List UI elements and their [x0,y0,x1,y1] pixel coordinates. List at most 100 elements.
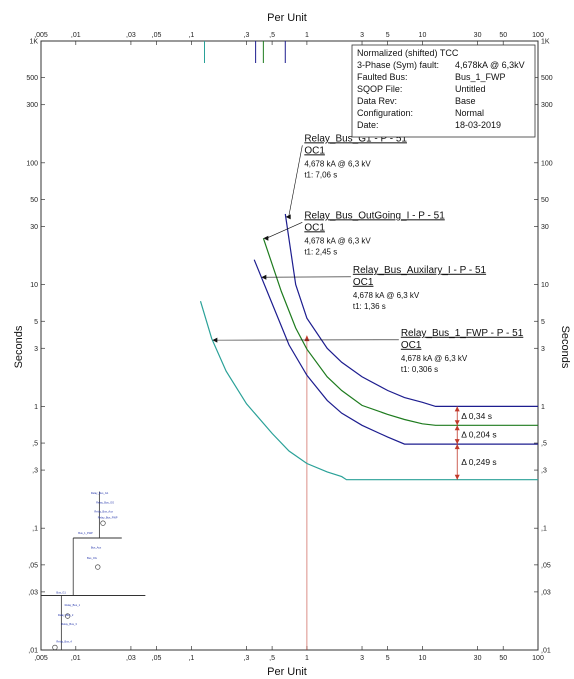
annotation-arrowhead [212,337,218,343]
x-tick-label: 100 [532,655,544,662]
x-tick-label: ,5 [269,32,275,39]
x-tick-label: 10 [419,655,427,662]
plot-frame [40,40,539,651]
info-label-file: SQOP File: [357,84,402,94]
cluster-label: Bus_1_FWP [78,531,93,535]
info-value-config: Normal [455,108,484,118]
relay-t1-label: t1: 0,306 s [401,365,438,374]
y-tick-label: 5 [34,319,38,326]
y-tick-label: ,05 [541,562,551,569]
y-tick-label: ,1 [541,526,547,533]
x-tick-label: ,1 [188,655,194,662]
relay-sub-label: OC1 [304,222,325,233]
y-tick-label: 30 [541,224,549,231]
x-tick-label: 50 [499,655,507,662]
cluster-label: Relay_Bus_1 [65,603,81,607]
relay-t1-label: t1: 7,06 s [304,170,337,179]
relay-fault-label: 4,678 kA @ 6,3 kV [401,354,468,363]
x-tick-label: ,01 [71,32,81,39]
cluster-marker [64,613,71,619]
delta-arrow-top [454,406,460,412]
info-value-bus: Bus_1_FWP [455,72,506,82]
x-tick-label: 50 [499,32,507,39]
cluster-label: Bus_Aux [91,546,102,550]
delta-arrow-bottom [454,439,460,445]
relay-sub-label: OC1 [401,340,422,351]
chart-marks: Δ 0,34 s Δ 0,204 s Δ 0,249 s [199,41,538,650]
x-tick-label: 3 [360,32,364,39]
y-tick-label: 5 [541,319,545,326]
cluster-label: Relay_Bus_FWP [98,516,118,520]
info-label-config: Configuration: [357,108,413,118]
relay-fault-label: 4,678 kA @ 6,3 kV [304,159,371,168]
y-tick-label: ,1 [32,526,38,533]
y-tick-label: 1 [541,404,545,411]
x-tick-label: 100 [532,32,544,39]
x-tick-label: ,01 [71,655,81,662]
cluster-label: Relay_Bus_2 [58,613,74,617]
info-value-rev: Base [455,96,476,106]
y-tick-label: 3 [34,346,38,353]
y-tick-label: 500 [541,75,553,82]
y-tick-label: 1 [34,404,38,411]
cluster-label: Relay_Bus_Aux [94,509,113,513]
annotation-arrowhead [261,274,267,280]
x-tick-label: 5 [386,32,390,39]
y-tick-label: ,03 [28,589,38,596]
y-tick-label: 50 [30,197,38,204]
annotation-arrowhead [263,235,269,241]
cluster-label: Relay_Bus_OG [96,500,114,504]
x-tick-label: ,5 [269,655,275,662]
cluster-marker [95,564,101,570]
y-tick-label: ,3 [541,468,547,475]
relay-name-label: Relay_Bus_G1 - P - 51 [304,133,407,144]
y-tick-label: 300 [26,102,38,109]
y-tick-label: ,5 [32,441,38,448]
info-value-fault: 4,678kA @ 6,3kV [455,60,525,70]
x-axis-title-bottom: Per Unit [267,666,307,678]
info-label-fault: 3-Phase (Sym) fault: [357,60,439,70]
cluster-marker [100,520,106,526]
y-tick-label: 30 [30,224,38,231]
relay-sub-label: OC1 [304,145,325,156]
series-line-2 [262,238,538,426]
y-tick-label: 1K [29,39,38,46]
relay-t1-label: t1: 2,45 s [304,247,337,256]
y-tick-label: 300 [541,102,553,109]
delta-label: Δ 0,249 s [461,457,496,467]
x-tick-label: 1 [305,32,309,39]
relay-name-label: Relay_Bus_Auxilary_I - P - 51 [353,265,487,276]
cluster-label: Relay_Bus_4 [56,640,72,644]
x-tick-label: 5 [386,655,390,662]
fault-current-arrow [304,335,310,342]
cluster-label: Bus_G1 [56,591,66,595]
y-tick-label: 100 [26,160,38,167]
delta-arrow-top [454,444,460,450]
y-tick-label: 500 [26,75,38,82]
x-tick-label: ,3 [244,655,250,662]
x-tick-label: ,005 [34,655,48,662]
x-tick-label: ,3 [244,32,250,39]
x-tick-label: 1 [305,655,309,662]
y-tick-label: 50 [541,197,549,204]
series-line-4 [199,301,538,481]
relay-name-label: Relay_Bus_1_FWP - P - 51 [401,328,524,339]
relay-t1-label: t1: 1,36 s [353,302,386,311]
x-tick-label: 30 [474,32,482,39]
info-title: Normalized (shifted) TCC [357,48,459,58]
y-tick-label: ,01 [541,648,551,655]
annotation-leader [288,145,303,217]
relay-name-label: Relay_Bus_OutGoing_I - P - 51 [304,210,445,221]
info-label-date: Date: [357,120,379,130]
delta-arrow-top [454,425,460,431]
y-tick-label: 3 [541,346,545,353]
delta-label: Δ 0,204 s [461,430,496,440]
cluster-label: Bus_OG [87,556,97,560]
delta-arrow-bottom [454,474,460,480]
x-tick-label: 10 [419,32,427,39]
x-axis-title-top: Per Unit [267,12,307,24]
info-value-date: 18-03-2019 [455,120,501,130]
info-value-file: Untitled [455,84,486,94]
info-box-frame [351,44,536,138]
relay-fault-label: 4,678 kA @ 6,3 kV [304,236,371,245]
